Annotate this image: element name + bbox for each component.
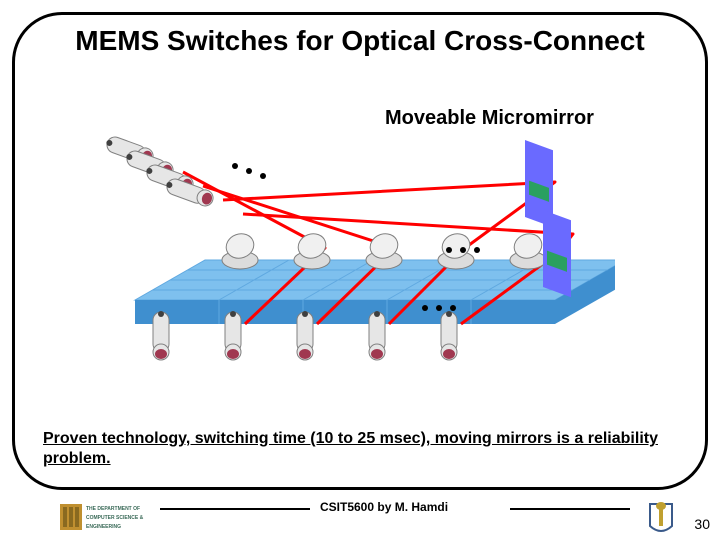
optical-cross-connect-diagram: [95, 130, 615, 390]
slide-footer: THE DEPARTMENT OF COMPUTER SCIENCE & ENGIN…: [0, 490, 720, 540]
university-logo: [646, 498, 676, 536]
page-number: 30: [694, 516, 710, 532]
svg-text:COMPUTER SCIENCE &: COMPUTER SCIENCE &: [86, 515, 144, 521]
footer-rule-right: [510, 508, 630, 510]
micromirror-label: Moveable Micromirror: [385, 107, 594, 130]
footer-course-text: CSIT5600 by M. Hamdi: [320, 500, 448, 514]
dept-logo: THE DEPARTMENT OF COMPUTER SCIENCE & ENGIN…: [60, 500, 150, 534]
footer-rule-left: [160, 508, 310, 510]
svg-text:ENGINEERING: ENGINEERING: [86, 524, 121, 530]
svg-text:THE DEPARTMENT OF: THE DEPARTMENT OF: [86, 506, 140, 512]
slide-caption: Proven technology, switching time (10 to…: [43, 429, 677, 469]
slide-frame: MEMS Switches for Optical Cross-Connect …: [12, 12, 708, 490]
slide-title: MEMS Switches for Optical Cross-Connect: [15, 15, 705, 57]
